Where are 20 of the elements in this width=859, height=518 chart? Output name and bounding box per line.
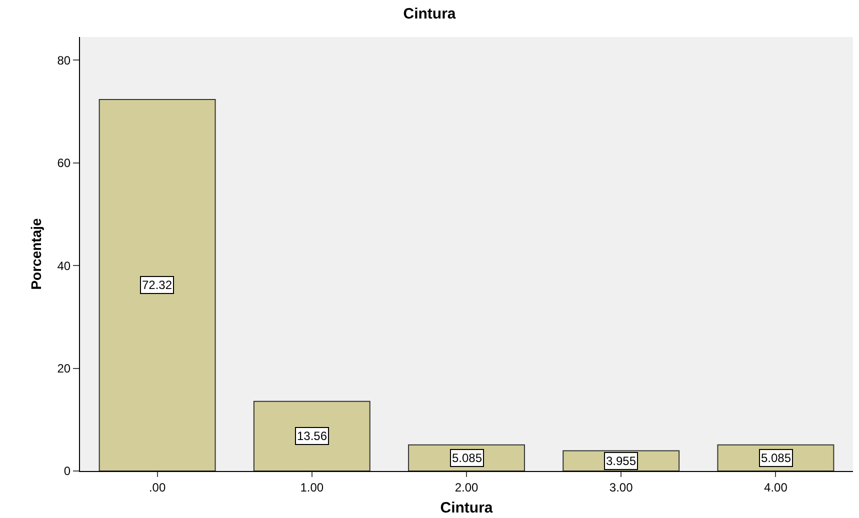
y-axis-title: Porcentaje [28, 218, 44, 290]
x-tick-label: .00 [148, 480, 166, 494]
y-tick-label: 80 [57, 53, 71, 68]
y-tick-label: 0 [64, 464, 71, 478]
y-tick-label: 40 [57, 258, 71, 273]
y-tick-label: 60 [57, 156, 71, 170]
chart-title: Cintura [403, 5, 456, 22]
data-label: 13.56 [297, 429, 328, 443]
data-label: 72.32 [142, 278, 172, 292]
x-tick-label: 1.00 [300, 480, 324, 494]
bar [253, 400, 370, 471]
x-tick-label: 4.00 [764, 480, 788, 494]
data-label: 3.955 [606, 454, 636, 468]
data-label: 5.085 [761, 451, 792, 465]
bar [98, 99, 216, 471]
x-tick-label: 2.00 [454, 480, 478, 494]
y-tick-label: 20 [57, 361, 71, 376]
x-tick-label: 3.00 [609, 480, 634, 494]
x-axis-title: Cintura [440, 499, 494, 516]
data-label: 5.085 [452, 451, 482, 465]
